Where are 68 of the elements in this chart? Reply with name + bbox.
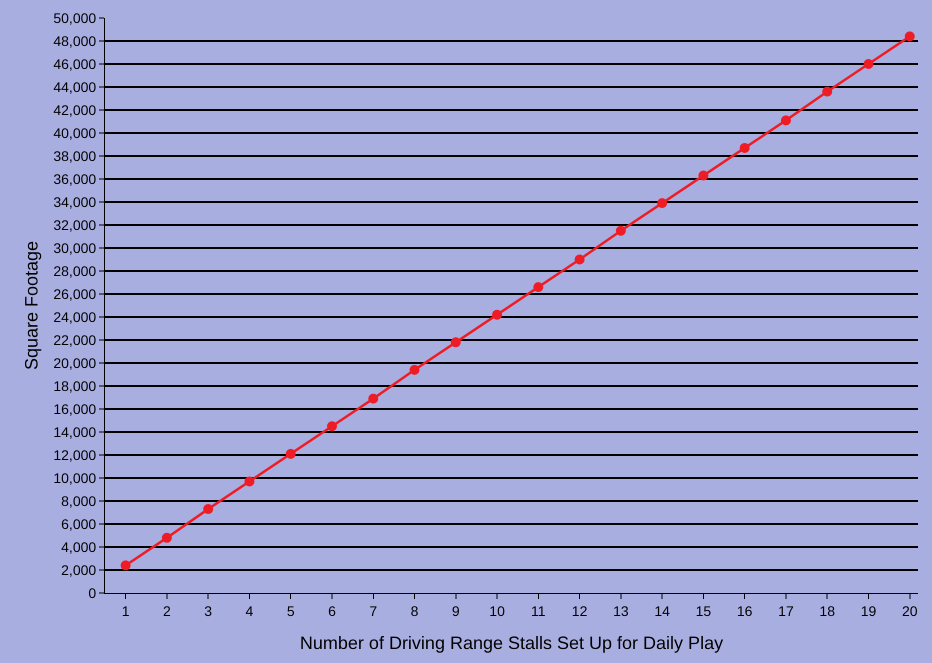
- y-tick-label: 34,000: [53, 194, 96, 210]
- x-tick-label: 11: [531, 602, 546, 619]
- x-tick-label: 14: [654, 602, 670, 619]
- y-tick-label: 0: [88, 584, 96, 601]
- point: [822, 86, 832, 97]
- y-tick-label: 36,000: [53, 170, 96, 187]
- y-tick-label: 14,000: [53, 424, 96, 440]
- x-axis-title: Number of Driving Range Stalls Set Up for Daily Play: [300, 632, 724, 653]
- point: [740, 142, 750, 153]
- y-tick-label: 40,000: [53, 124, 96, 141]
- x-tick-label: 10: [489, 602, 506, 619]
- point: [492, 310, 502, 320]
- point: [698, 170, 708, 181]
- x-tick-label: 7: [369, 602, 378, 619]
- y-tick-label: 50,000: [53, 10, 96, 26]
- x-tick-label: 4: [246, 602, 254, 619]
- point: [533, 282, 544, 292]
- point: [616, 226, 626, 236]
- point: [203, 504, 214, 514]
- y-tick-label: 8,000: [61, 492, 96, 509]
- x-tick-label: 17: [778, 602, 794, 619]
- y-tick-label: 46,000: [53, 56, 96, 72]
- y-tick-label: 24,000: [53, 308, 96, 325]
- point: [368, 394, 378, 404]
- x-tick-label: 13: [613, 602, 629, 619]
- point: [326, 421, 337, 432]
- point: [286, 448, 296, 459]
- y-tick-label: 42,000: [53, 102, 96, 118]
- x-tick-label: 6: [328, 602, 336, 619]
- x-tick-label: 18: [819, 602, 836, 619]
- y-tick-label: 20,000: [53, 354, 96, 371]
- y-tick-label: 38,000: [53, 148, 96, 164]
- y-tick-label: 44,000: [53, 78, 96, 95]
- x-tick-label: 12: [572, 602, 588, 619]
- point: [904, 31, 915, 42]
- point: [244, 476, 254, 486]
- y-tick-label: 10,000: [53, 470, 96, 486]
- x-tick-label: 16: [736, 602, 753, 619]
- x-tick-label: 20: [902, 602, 918, 619]
- x-tick-label: 8: [410, 602, 419, 619]
- y-tick-label: 2,000: [61, 562, 96, 578]
- point: [863, 59, 874, 69]
- y-tick-label: 16,000: [53, 400, 96, 417]
- y-tick-label: 26,000: [53, 286, 96, 302]
- y-tick-label: 6,000: [61, 516, 96, 532]
- y-tick-label: 30,000: [53, 240, 96, 256]
- point: [574, 254, 585, 264]
- x-tick-label: 5: [286, 602, 295, 619]
- y-tick-label: 12,000: [53, 446, 96, 463]
- x-tick-label: 15: [696, 602, 712, 619]
- point: [780, 115, 791, 126]
- x-tick-label: 1: [122, 602, 130, 619]
- y-tick-label: 32,000: [53, 216, 96, 233]
- point: [657, 198, 668, 208]
- y-tick-label: 18,000: [53, 378, 96, 394]
- point: [162, 532, 172, 543]
- point: [120, 560, 131, 570]
- y-tick-label: 28,000: [53, 262, 96, 279]
- point: [450, 337, 461, 348]
- y-tick-label: 4,000: [61, 538, 96, 555]
- y-tick-label: 48,000: [53, 32, 96, 49]
- y-tick-label: 22,000: [53, 332, 96, 348]
- y-axis-title: Square Footage: [22, 240, 42, 370]
- x-tick-label: 9: [452, 602, 460, 619]
- x-tick-label: 2: [163, 602, 171, 619]
- point: [410, 364, 420, 375]
- x-tick-label: 19: [860, 602, 876, 619]
- x-tick-label: 3: [204, 602, 212, 619]
